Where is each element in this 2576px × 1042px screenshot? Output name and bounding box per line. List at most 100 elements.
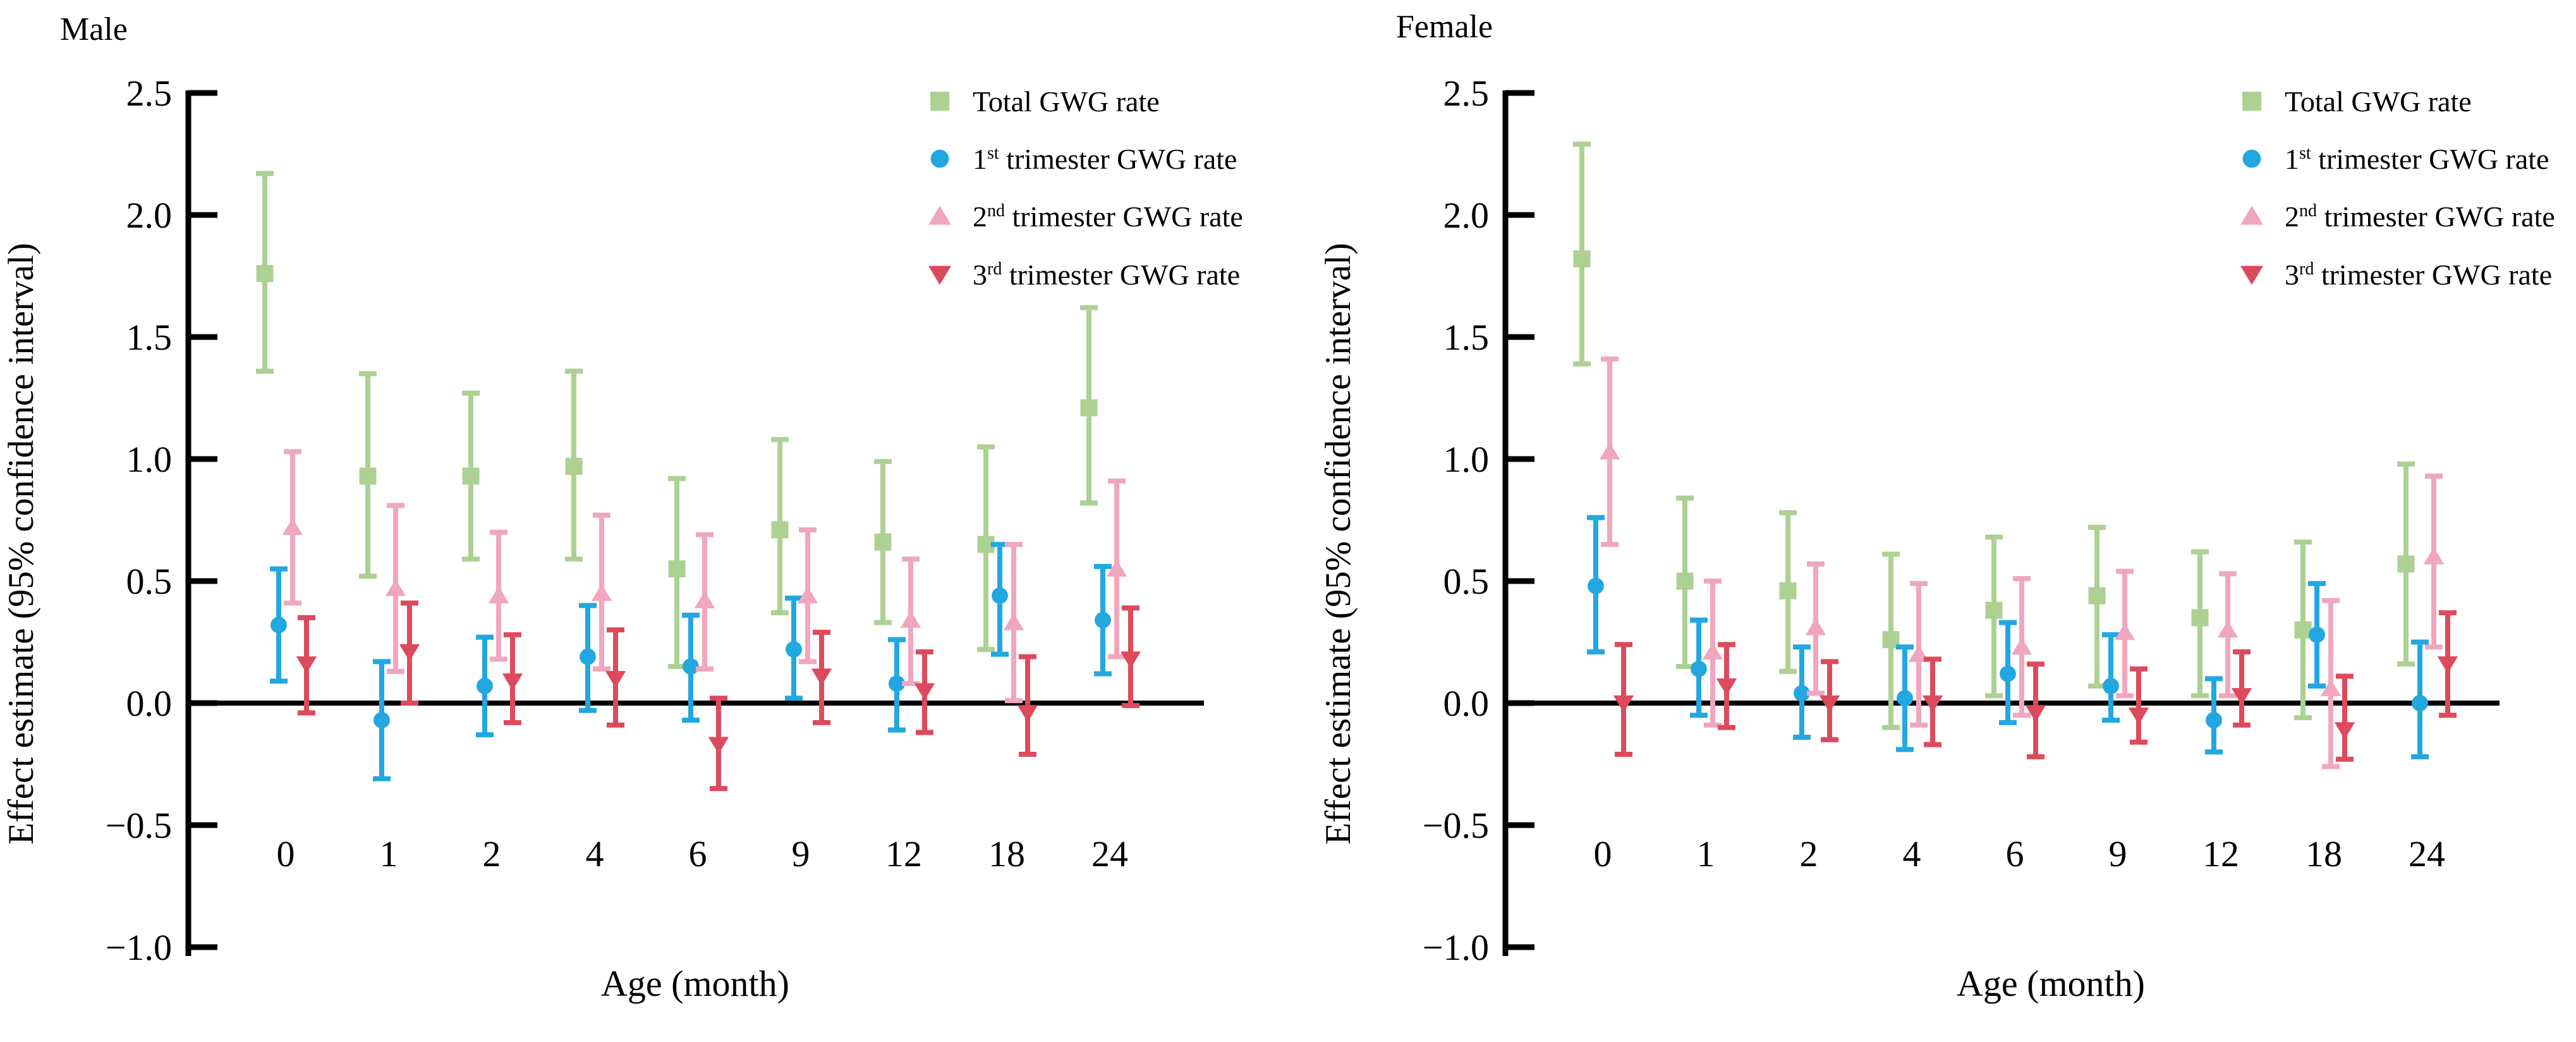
legend-item-t2: 2nd trimester GWG rate [2238, 200, 2555, 233]
marker-female-total-age18 [2294, 621, 2312, 639]
legend-item-t2: 2nd trimester GWG rate [926, 200, 1243, 233]
x-tick-label-female-4: 4 [1903, 833, 1921, 874]
legend-marker-total [930, 92, 949, 111]
marker-male-total-age12 [874, 533, 892, 551]
y-tick-label-male: 1.5 [126, 317, 173, 358]
chart-female: 2.52.01.51.00.50.0−0.5−1.00 1 2 4 6 9 12 18 24Ef… [1318, 73, 2500, 968]
x-axis-title-male: Age (month) [601, 963, 789, 1004]
marker-female-t2-age24 [2423, 547, 2445, 565]
marker-male-t2-age6 [694, 591, 715, 609]
x-tick-label-female-6: 6 [2006, 833, 2024, 874]
y-tick-label-female: 1.0 [1443, 439, 1490, 480]
marker-female-t3-age9 [2128, 708, 2149, 725]
marker-female-t1-age9 [2103, 678, 2119, 694]
marker-male-t2-age9 [797, 586, 818, 604]
y-tick-label-female: 0.0 [1443, 683, 1490, 724]
y-tick-label-female: 2.5 [1443, 73, 1490, 114]
marker-male-t2-age12 [900, 610, 921, 628]
marker-female-t3-age1 [1716, 678, 1737, 696]
legend-item-t1: 1st trimester GWG rate [2238, 142, 2549, 175]
square-icon [2242, 92, 2261, 111]
marker-female-t1-age12 [2206, 712, 2222, 728]
marker-female-t1-age6 [2000, 665, 2016, 682]
marker-female-t2-age12 [2217, 620, 2239, 638]
marker-male-t3-age24 [1120, 651, 1141, 669]
legend-item-t3: 3rd trimester GWG rate [926, 258, 1240, 291]
triangle-down-icon [2240, 266, 2263, 285]
marker-female-t3-age4 [1922, 695, 1943, 713]
marker-female-t3-age0 [1613, 695, 1634, 713]
marker-male-total-age2 [462, 467, 480, 485]
legend-label-t3: 3rd trimester GWG rate [973, 258, 1241, 291]
x-tick-label-male-18: 18 [988, 833, 1025, 874]
triangle-up-icon [928, 205, 951, 225]
marker-female-total-age9 [2088, 587, 2106, 604]
marker-male-total-age9 [771, 521, 789, 539]
marker-male-t2-age0 [282, 518, 303, 536]
marker-female-t2-age9 [2114, 623, 2136, 641]
y-tick-label-male: 2.5 [126, 73, 173, 114]
legend-marker-t3 [928, 266, 951, 285]
marker-female-t3-age2 [1819, 695, 1840, 713]
marker-female-total-age0 [1573, 250, 1591, 267]
marker-male-t2-age4 [591, 584, 612, 601]
y-tick-label-male: 0.5 [126, 561, 173, 602]
marker-male-t2-age2 [488, 586, 509, 604]
legend-marker-total [2242, 92, 2261, 111]
y-tick-label-male: 0.0 [126, 683, 173, 724]
marker-male-t3-age6 [708, 737, 729, 754]
marker-male-t1-age24 [1095, 611, 1111, 628]
series-female-t3 [1613, 610, 2458, 762]
marker-female-t2-age2 [1805, 618, 1826, 635]
marker-male-total-age1 [359, 467, 377, 485]
y-tick-label-male: −1.0 [106, 927, 172, 968]
x-axis-title-female: Age (month) [1957, 963, 2145, 1004]
x-tick-label-female-12: 12 [2202, 833, 2239, 874]
legend-marker-t1 [930, 149, 949, 168]
marker-female-t1-age18 [2309, 626, 2325, 643]
x-tick-label-male-2: 2 [483, 833, 501, 874]
legend-item-total: Total GWG rate [2238, 85, 2472, 118]
marker-female-t3-age6 [2025, 705, 2046, 723]
marker-male-t3-age2 [502, 673, 523, 691]
legend-label-t2: 2nd trimester GWG rate [973, 200, 1243, 233]
y-tick-label-female: 0.5 [1443, 561, 1490, 602]
marker-male-t3-age18 [1017, 705, 1038, 723]
marker-female-total-age24 [2397, 555, 2415, 573]
marker-male-total-age24 [1080, 399, 1098, 417]
marker-female-t2-age1 [1702, 642, 1723, 660]
series-male-t2 [282, 449, 1127, 704]
x-tick-label-male-9: 9 [792, 833, 810, 874]
legend-label-t3: 3rd trimester GWG rate [2285, 258, 2553, 291]
chart-title-male: Male [60, 11, 128, 47]
x-tick-label-female-9: 9 [2109, 833, 2127, 874]
legend-label-t1: 1st trimester GWG rate [2285, 142, 2549, 175]
series-female-t1 [1587, 515, 2429, 759]
marker-female-t1-age1 [1691, 661, 1707, 677]
legend-marker-t2 [2240, 205, 2263, 225]
marker-male-t1-age1 [374, 712, 390, 728]
x-tick-label-male-0: 0 [277, 833, 295, 874]
triangle-up-icon [2240, 205, 2263, 225]
marker-female-t3-age24 [2437, 656, 2458, 674]
marker-male-t1-age9 [786, 641, 802, 658]
y-tick-label-female: 2.0 [1443, 195, 1490, 236]
x-tick-label-male-12: 12 [885, 833, 922, 874]
marker-male-total-age6 [668, 560, 686, 578]
x-tick-label-female-18: 18 [2306, 833, 2342, 874]
marker-male-t1-age0 [270, 616, 287, 634]
marker-female-t1-age2 [1794, 685, 1810, 702]
marker-male-t3-age1 [399, 644, 420, 661]
x-tick-label-female-0: 0 [1594, 833, 1612, 874]
y-axis-title-male: Effect estimate (95% confidence interval… [1, 243, 41, 845]
marker-female-t1-age4 [1897, 690, 1913, 707]
circle-icon [2242, 149, 2261, 168]
marker-female-t2-age0 [1599, 442, 1620, 460]
marker-female-total-age6 [1985, 601, 2003, 619]
x-tick-label-female-1: 1 [1697, 833, 1715, 874]
legend-marker-t1 [2242, 149, 2261, 168]
marker-male-t1-age4 [580, 648, 596, 665]
triangle-down-icon [928, 266, 951, 285]
legend-marker-t2 [928, 205, 951, 225]
y-tick-label-male: 2.0 [126, 195, 173, 236]
